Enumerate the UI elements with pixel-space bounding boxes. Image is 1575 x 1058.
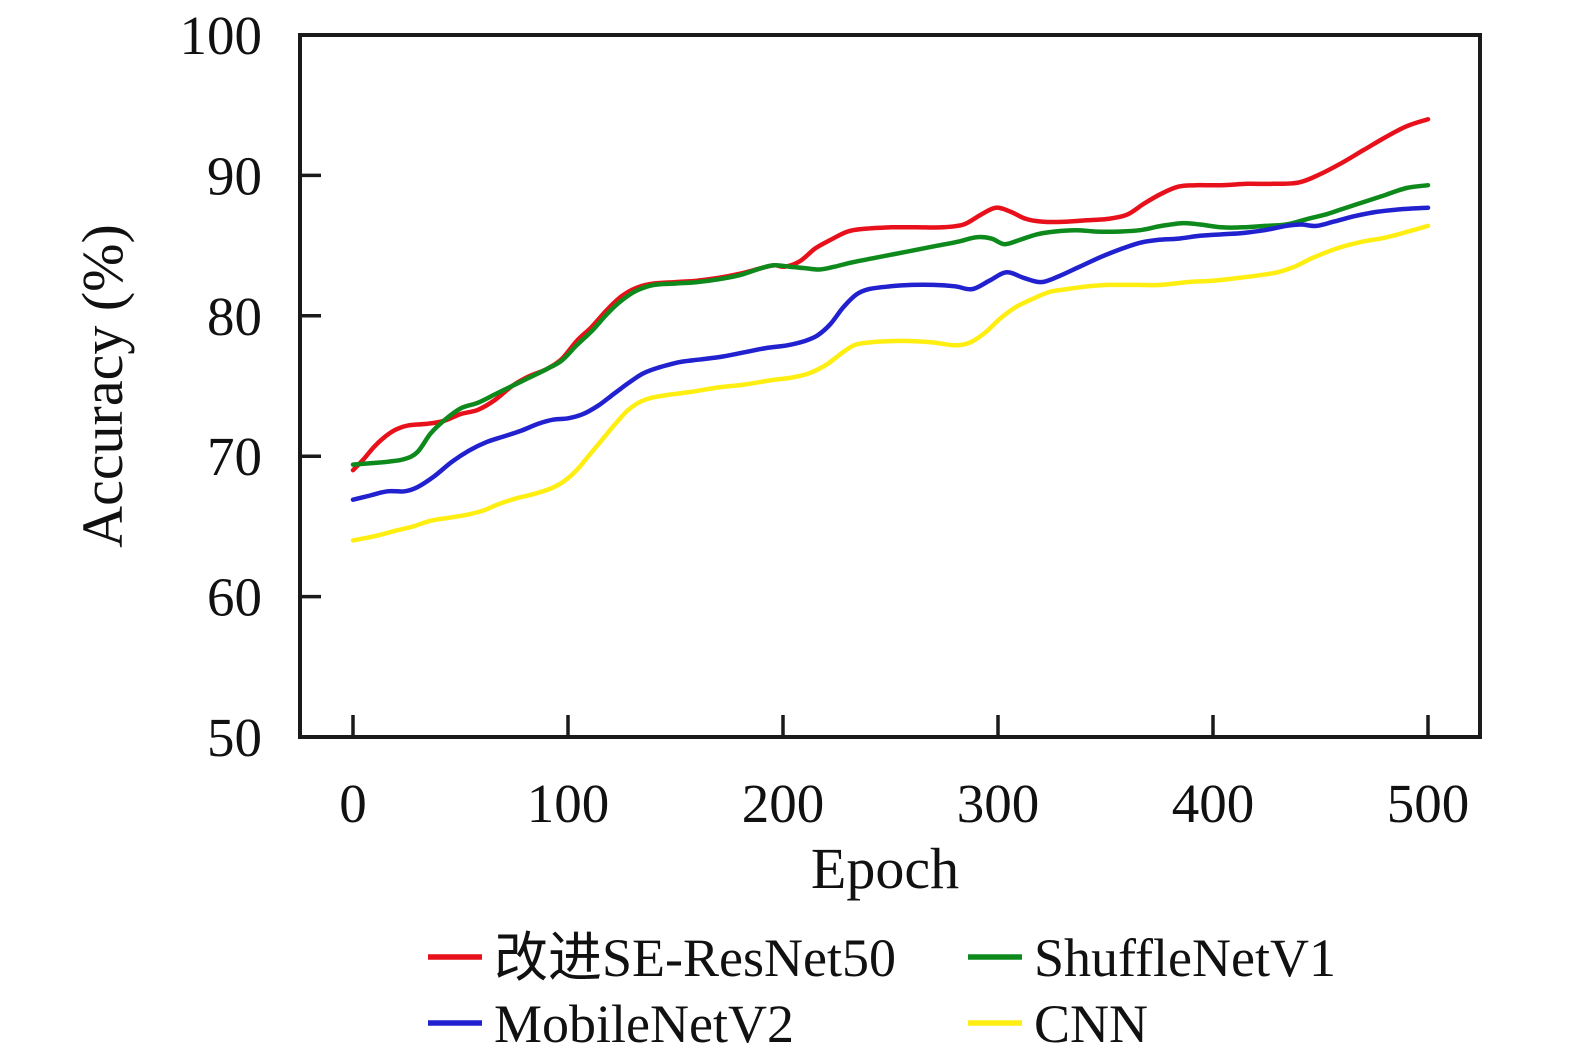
y-tick-label: 50 xyxy=(207,707,262,768)
x-tick-label: 500 xyxy=(1387,773,1470,834)
axes-frame-group xyxy=(298,33,1482,739)
legend-item-se-resnet50: 改进SE-ResNet50 xyxy=(428,928,896,988)
series-group xyxy=(350,116,1431,543)
legend-label-mobilenetv2: MobileNetV2 xyxy=(494,994,794,1054)
x-tick-label: 100 xyxy=(527,773,610,834)
plot-frame xyxy=(298,33,1482,739)
x-tick-label: 400 xyxy=(1172,773,1255,834)
x-tick-label: 200 xyxy=(742,773,825,834)
legend: 改进SE-ResNet50 ShuffleNetV1 MobileNetV2 CNN xyxy=(428,928,1336,1054)
y-tick-label: 80 xyxy=(207,286,262,347)
y-tick-label: 90 xyxy=(207,145,262,206)
series-line-se-resnet50 xyxy=(350,116,1431,473)
x-tick-label: 0 xyxy=(339,773,367,834)
x-tick-label: 300 xyxy=(957,773,1040,834)
x-axis-title: Epoch xyxy=(811,836,959,901)
series-line-cnn xyxy=(350,223,1431,543)
legend-label-cnn: CNN xyxy=(1034,994,1148,1054)
legend-item-shufflenetv1: ShuffleNetV1 xyxy=(968,928,1336,988)
y-axis-title: Accuracy (%) xyxy=(70,224,135,548)
legend-item-cnn: CNN xyxy=(968,994,1148,1054)
legend-label-shufflenetv1: ShuffleNetV1 xyxy=(1034,928,1336,988)
ticks-group: 0 100 200 300 400 500 50 60 70 80 90 100 xyxy=(180,5,1470,834)
legend-item-mobilenetv2: MobileNetV2 xyxy=(428,994,794,1054)
series-line-shufflenetv1 xyxy=(350,182,1431,467)
series-line-mobilenetv2 xyxy=(350,205,1431,502)
y-tick-label: 60 xyxy=(207,567,262,628)
y-tick-label: 70 xyxy=(207,426,262,487)
legend-label-se-resnet50: 改进SE-ResNet50 xyxy=(494,928,896,988)
y-tick-label: 100 xyxy=(180,5,263,66)
